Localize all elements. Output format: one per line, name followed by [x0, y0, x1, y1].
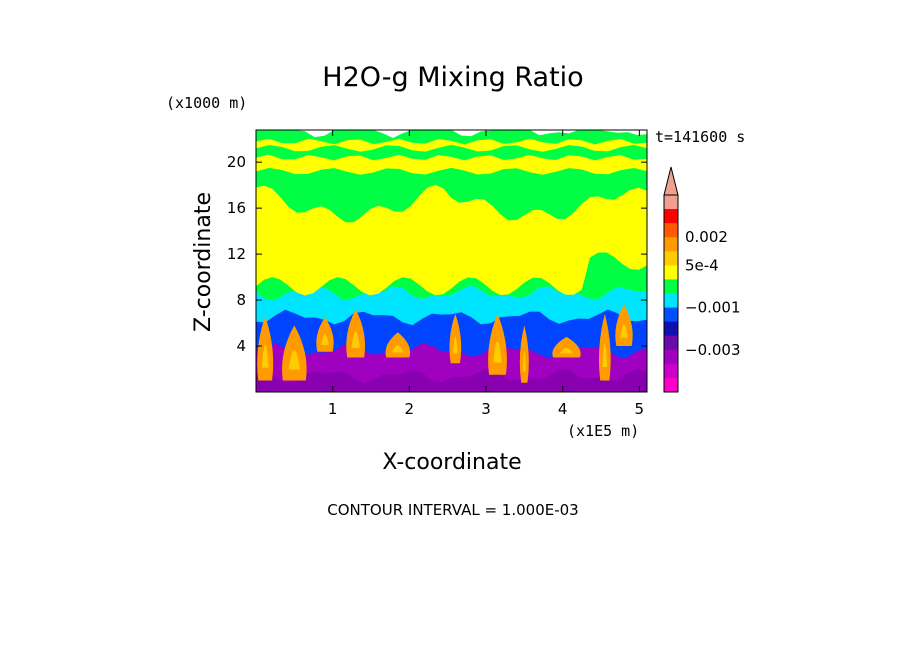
- colorbar-swatch: [664, 251, 678, 266]
- colorbar-frame: [663, 194, 679, 393]
- plume-core: [522, 351, 526, 372]
- x-tick-label: 2: [405, 400, 415, 418]
- colorbar-swatch: [664, 195, 678, 210]
- colorbar-swatch: [664, 307, 678, 323]
- y-scale-label: (x1000 m): [166, 94, 247, 112]
- upper-band: [256, 138, 647, 152]
- plume: [385, 332, 411, 358]
- x-tick-label: 5: [635, 400, 645, 418]
- x-scale-label: (x1E5 m): [567, 422, 639, 440]
- plume-core: [392, 345, 404, 353]
- colorbar-swatch: [664, 293, 678, 309]
- y-tick-label: 16: [227, 199, 246, 217]
- field-layer: [256, 368, 647, 392]
- plume-core: [559, 348, 574, 354]
- plume-core: [321, 334, 329, 345]
- plume: [552, 336, 581, 358]
- y-tick-label: 20: [227, 153, 246, 171]
- time-label: t=141600 s: [655, 128, 745, 146]
- colorbar-label: −0.003: [685, 341, 741, 359]
- y-tick-label: 12: [227, 245, 246, 263]
- colorbar-swatch: [664, 223, 678, 238]
- x-tick-label: 4: [558, 400, 568, 418]
- plume-core: [351, 331, 360, 348]
- contour-interval-label: CONTOUR INTERVAL = 1.000E-03: [327, 501, 578, 519]
- colorbar-swatch: [664, 279, 678, 294]
- plume-core: [261, 344, 269, 368]
- colorbar-swatch: [664, 265, 678, 280]
- mixing-ratio-field: [256, 130, 647, 392]
- y-tick-label: 4: [236, 337, 246, 355]
- colorbar-label: −0.001: [685, 299, 741, 317]
- colorbar-extend-arrow: [663, 166, 679, 196]
- plume-core: [493, 341, 502, 363]
- colorbar-swatch: [664, 335, 678, 351]
- x-tick-label: 3: [481, 400, 491, 418]
- colorbar: 0.002 5e-4 −0.001 −0.003: [663, 166, 741, 393]
- colorbar-swatch: [664, 363, 678, 379]
- colorbar-swatch: [664, 349, 678, 365]
- plume-core: [453, 336, 458, 354]
- yellow-region: [256, 184, 647, 296]
- x-axis-ticks: 1 2 3 4 5: [328, 130, 644, 418]
- chart-title: H2O-g Mixing Ratio: [322, 62, 583, 93]
- colorbar-label: 5e-4: [685, 256, 719, 274]
- y-tick-label: 8: [236, 291, 246, 309]
- y-axis-label: Z-coordinate: [191, 192, 216, 332]
- x-axis-label: X-coordinate: [382, 450, 521, 475]
- y-axis-ticks: 4 8 12 16 20: [227, 153, 647, 355]
- plot-frame: [255, 129, 648, 393]
- x-tick-label: 1: [328, 400, 338, 418]
- plume-core: [620, 324, 628, 338]
- plume-core: [602, 343, 608, 368]
- colorbar-label: 0.002: [685, 228, 728, 246]
- colorbar-swatch: [664, 209, 678, 224]
- colorbar-swatch: [664, 321, 678, 337]
- colorbar-swatch: [664, 377, 678, 393]
- colorbar-swatch: [664, 237, 678, 252]
- upper-band: [256, 154, 647, 175]
- plume-core: [288, 350, 301, 370]
